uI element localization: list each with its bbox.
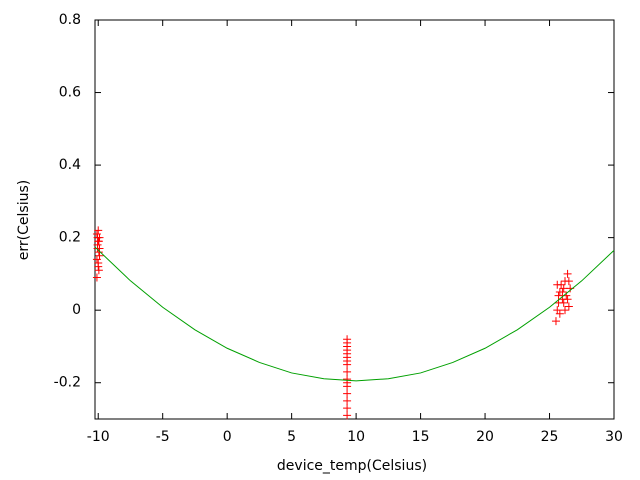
x-tick-label: 20	[476, 429, 494, 445]
x-tick-label: 0	[223, 429, 232, 445]
x-tick-label: -10	[87, 429, 110, 445]
y-tick-label: -0.2	[54, 375, 81, 391]
scatter-point	[558, 288, 567, 297]
scatter-point	[93, 233, 102, 242]
x-tick-label: 15	[412, 429, 430, 445]
plot-frame	[94, 19, 615, 420]
scatter-point	[94, 237, 103, 246]
scatter-point	[94, 248, 103, 257]
y-tick-label: 0.6	[59, 85, 81, 101]
scatter-point	[553, 280, 562, 289]
scatter-point	[343, 367, 352, 376]
x-tick-label: -5	[156, 429, 170, 445]
scatter-point	[94, 259, 103, 268]
y-tick-label: 0.8	[59, 12, 81, 28]
scatter-point	[559, 298, 568, 307]
scatter-point	[94, 266, 103, 275]
scatter-point	[93, 240, 102, 249]
scatter-point	[343, 396, 352, 405]
scatter-point	[554, 291, 563, 300]
scatter-point	[564, 302, 573, 311]
scatter-point	[561, 306, 570, 315]
scatter-point	[555, 309, 564, 318]
scatter-point	[94, 226, 103, 235]
x-axis-label: device_temp(Celsius)	[277, 458, 427, 474]
x-tick-label: 10	[347, 429, 365, 445]
y-tick-label: 0.2	[59, 230, 81, 246]
scatter-point	[343, 411, 352, 420]
fit-line	[94, 246, 615, 382]
y-tick-label: 0	[72, 302, 81, 318]
scatter-point	[563, 269, 572, 278]
x-tick-label: 30	[605, 429, 623, 445]
scatter-point	[343, 335, 352, 344]
scatter-point	[563, 295, 572, 304]
scatter-point	[343, 404, 352, 413]
y-axis-label: err(Celsius)	[16, 180, 32, 260]
x-tick-label: 5	[287, 429, 296, 445]
scatter-point	[92, 255, 101, 264]
scatter-point	[564, 277, 573, 286]
scatter-point	[343, 389, 352, 398]
scatter-point	[551, 317, 560, 326]
scatter-point	[92, 273, 101, 282]
y-tick-label: 0.4	[59, 157, 81, 173]
x-tick-label: 25	[541, 429, 559, 445]
